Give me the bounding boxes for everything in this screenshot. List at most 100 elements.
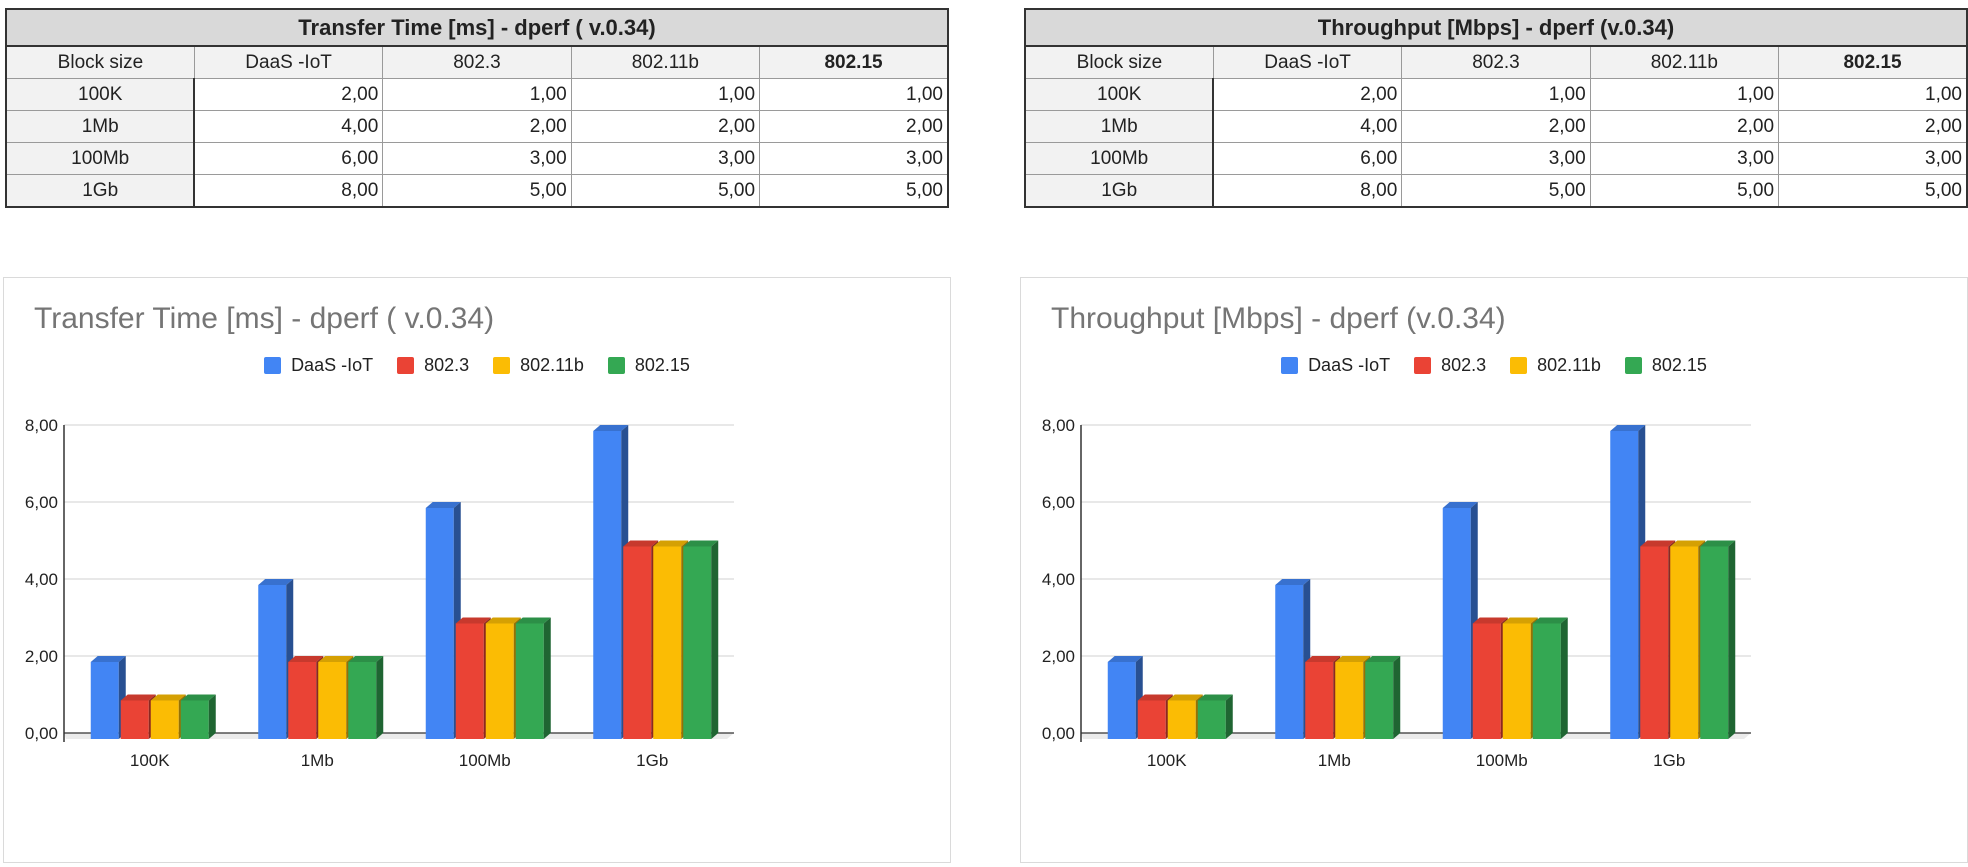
table-cell: 2,00 xyxy=(1212,78,1403,111)
bar-top xyxy=(1107,656,1143,662)
y-tick-label: 2,00 xyxy=(25,647,58,666)
bar-top xyxy=(1335,656,1371,662)
plot-area: 0,00 2,00 4,00 6,00 8,00 100K 1Mb 100Mb 1Gb xyxy=(25,416,734,770)
column-header: 802.11b xyxy=(1589,45,1780,79)
plot-area: 0,00 2,00 4,00 6,00 8,00 100K 1Mb 100Mb 1Gb xyxy=(1042,416,1751,770)
table-cell: 5,00 xyxy=(1401,174,1591,208)
table-cell: 6,00 xyxy=(193,142,384,175)
x-tick-label: 1Mb xyxy=(301,751,334,770)
table-row: 1Gb 8,00 5,00 5,00 5,00 xyxy=(4,174,950,208)
bar xyxy=(1472,623,1501,739)
bar xyxy=(1107,662,1136,739)
row-label: 1Mb xyxy=(1023,110,1215,143)
bar-top xyxy=(1670,540,1706,547)
x-tick-label: 100Mb xyxy=(1476,751,1528,770)
y-tick-label: 8,00 xyxy=(1042,416,1075,435)
table-cell: 8,00 xyxy=(193,174,384,208)
chart-plot: 0,00 2,00 4,00 6,00 8,00 100K 1Mb 100Mb 1Gb xyxy=(25,416,734,770)
table-cell: 2,00 xyxy=(193,78,384,111)
bar xyxy=(593,431,622,739)
bar xyxy=(180,700,209,739)
bar-top xyxy=(1472,617,1508,624)
bar-top xyxy=(653,540,689,547)
bar xyxy=(653,546,682,739)
table-cell: 2,00 xyxy=(570,110,761,143)
bar-top xyxy=(1442,502,1478,508)
row-label: 1Mb xyxy=(4,110,196,143)
bar-top xyxy=(1502,617,1538,624)
bar-top xyxy=(1275,579,1311,585)
chart-title: Transfer Time [ms] - dperf ( v.0.34) xyxy=(34,302,495,335)
table-cell: 6,00 xyxy=(1212,142,1403,175)
table-cell: 3,00 xyxy=(570,142,761,175)
x-tick-label: 100K xyxy=(130,751,170,770)
table-title: Throughput [Mbps] - dperf (v.0.34) xyxy=(1024,8,1968,47)
chart-plot: 0,00 2,00 4,00 6,00 8,00 100K 1Mb 100Mb 1Gb xyxy=(1042,416,1751,770)
table-cell: 3,00 xyxy=(1778,142,1968,175)
legend-item: 802.3 xyxy=(397,355,469,376)
legend-item: DaaS -IoT xyxy=(264,355,373,376)
legend-label: 802.15 xyxy=(1651,355,1707,375)
bar-side xyxy=(1728,540,1736,739)
bar-top xyxy=(1365,656,1401,662)
x-tick-label: 1Gb xyxy=(1653,751,1685,770)
legend-item: 802.3 xyxy=(1414,355,1486,376)
bar-top xyxy=(1167,694,1203,701)
bar xyxy=(623,546,652,739)
bar-top xyxy=(1197,694,1233,701)
table-cell: 1,00 xyxy=(1401,78,1591,111)
y-tick-label: 6,00 xyxy=(1042,493,1075,512)
bar-top xyxy=(318,656,354,662)
table-cell: 5,00 xyxy=(1589,174,1780,208)
bar xyxy=(1502,623,1531,739)
chart-title: Throughput [Mbps] - dperf (v.0.34) xyxy=(1051,302,1506,335)
bar-top xyxy=(1137,694,1173,701)
bar xyxy=(1700,546,1729,739)
column-header: DaaS -IoT xyxy=(193,45,384,79)
bar xyxy=(1137,700,1166,739)
bar xyxy=(258,585,287,739)
bar xyxy=(1305,662,1334,739)
column-header: Block size xyxy=(4,45,195,79)
bar xyxy=(1670,546,1699,739)
bar-top xyxy=(180,694,216,701)
bar xyxy=(1197,700,1226,739)
bar xyxy=(1275,585,1304,739)
bar xyxy=(288,662,317,739)
table-row: 100Mb 6,00 3,00 3,00 3,00 xyxy=(4,142,950,175)
y-tick-label: 2,00 xyxy=(1042,647,1075,666)
column-header: DaaS -IoT xyxy=(1212,45,1403,79)
table-cell: 1,00 xyxy=(570,78,761,111)
table-row: 100K 2,00 1,00 1,00 1,00 xyxy=(1023,78,1968,111)
bar-top xyxy=(1305,656,1341,662)
table-row: 100Mb 6,00 3,00 3,00 3,00 xyxy=(1023,142,1968,175)
chart-legend: DaaS -IoT 802.3 802.11b 802.15 xyxy=(4,355,950,376)
bar xyxy=(683,546,712,739)
table-cell: 5,00 xyxy=(570,174,761,208)
legend-swatch xyxy=(264,357,282,374)
y-tick-label: 0,00 xyxy=(25,724,58,743)
y-tick-label: 4,00 xyxy=(25,570,58,589)
table-row: 1Mb 4,00 2,00 2,00 2,00 xyxy=(4,110,950,143)
table-cell: 3,00 xyxy=(759,142,950,175)
bar xyxy=(1610,431,1639,739)
bar xyxy=(425,508,454,739)
table-cell: 1,00 xyxy=(1778,78,1968,111)
bar-side xyxy=(543,617,551,739)
transfer-time-chart: Transfer Time [ms] - dperf ( v.0.34) Daa… xyxy=(3,277,951,863)
table-cell: 5,00 xyxy=(1778,174,1968,208)
row-label: 1Gb xyxy=(1023,174,1215,208)
x-tick-label: 100K xyxy=(1147,751,1187,770)
column-header: 802.15 xyxy=(759,45,950,79)
bar xyxy=(1335,662,1364,739)
bar xyxy=(348,662,377,739)
bar-top xyxy=(593,425,629,431)
legend-label: 802.11b xyxy=(1537,355,1601,375)
bar-top xyxy=(1640,540,1676,547)
legend-swatch xyxy=(607,357,625,374)
bar-top xyxy=(120,694,156,701)
bar-side xyxy=(1393,656,1401,739)
legend-swatch xyxy=(493,357,511,374)
bar-top xyxy=(1532,617,1568,624)
y-tick-label: 4,00 xyxy=(1042,570,1075,589)
